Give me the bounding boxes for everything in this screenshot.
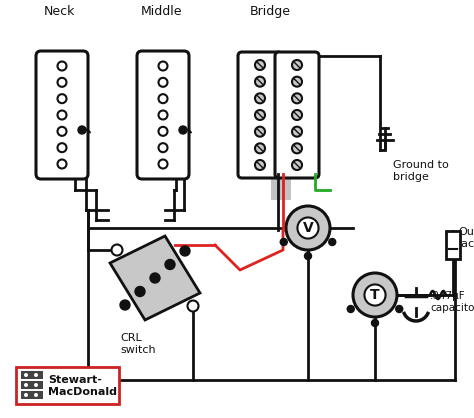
Circle shape <box>304 252 311 260</box>
Polygon shape <box>110 236 200 320</box>
Text: CRL
switch: CRL switch <box>120 333 155 354</box>
Circle shape <box>179 126 187 134</box>
Circle shape <box>120 300 130 310</box>
Circle shape <box>353 273 397 317</box>
Circle shape <box>292 143 302 153</box>
Circle shape <box>255 93 265 103</box>
Circle shape <box>255 160 265 170</box>
Circle shape <box>34 393 38 397</box>
Circle shape <box>292 110 302 120</box>
Text: .047μF
capacitor: .047μF capacitor <box>430 291 474 313</box>
Circle shape <box>57 94 66 103</box>
Circle shape <box>255 127 265 137</box>
Circle shape <box>57 143 66 152</box>
Text: T: T <box>370 288 380 302</box>
Circle shape <box>158 94 167 103</box>
Text: Neck: Neck <box>44 5 75 18</box>
Circle shape <box>255 110 265 120</box>
Text: MacDonald: MacDonald <box>48 387 117 397</box>
Circle shape <box>298 217 319 239</box>
Circle shape <box>57 127 66 136</box>
Circle shape <box>57 160 66 168</box>
FancyBboxPatch shape <box>275 52 319 178</box>
FancyBboxPatch shape <box>137 51 189 179</box>
Circle shape <box>347 306 354 313</box>
Text: Output
jack: Output jack <box>458 227 474 249</box>
Circle shape <box>111 245 122 255</box>
Circle shape <box>34 373 38 377</box>
FancyBboxPatch shape <box>36 51 88 179</box>
Circle shape <box>158 127 167 136</box>
Circle shape <box>57 78 66 87</box>
Circle shape <box>158 78 167 87</box>
Text: Bridge: Bridge <box>250 5 291 18</box>
Circle shape <box>255 60 265 70</box>
Circle shape <box>292 60 302 70</box>
Circle shape <box>57 110 66 120</box>
Circle shape <box>292 160 302 170</box>
Circle shape <box>255 76 265 87</box>
Circle shape <box>34 383 38 387</box>
Bar <box>21 381 43 389</box>
Circle shape <box>180 246 190 256</box>
Circle shape <box>292 76 302 87</box>
Bar <box>446 231 460 259</box>
Circle shape <box>280 239 287 245</box>
Bar <box>21 371 43 379</box>
Circle shape <box>150 273 160 283</box>
Circle shape <box>24 393 28 397</box>
Text: Middle: Middle <box>141 5 182 18</box>
Circle shape <box>255 143 265 153</box>
FancyBboxPatch shape <box>238 52 282 178</box>
Circle shape <box>158 61 167 71</box>
Circle shape <box>292 93 302 103</box>
FancyBboxPatch shape <box>17 367 119 403</box>
Text: V: V <box>302 221 313 235</box>
Circle shape <box>365 284 385 306</box>
Circle shape <box>24 383 28 387</box>
Bar <box>21 391 43 399</box>
Circle shape <box>135 286 145 296</box>
Text: Stewart-: Stewart- <box>48 375 102 385</box>
Circle shape <box>24 373 28 377</box>
Circle shape <box>292 127 302 137</box>
Circle shape <box>158 110 167 120</box>
Circle shape <box>57 61 66 71</box>
Circle shape <box>78 126 86 134</box>
Circle shape <box>158 160 167 168</box>
Bar <box>271 168 291 200</box>
Circle shape <box>372 319 379 326</box>
Circle shape <box>286 206 330 250</box>
Circle shape <box>396 306 403 313</box>
Text: Ground to
bridge: Ground to bridge <box>393 160 449 181</box>
Circle shape <box>329 239 336 245</box>
Circle shape <box>158 143 167 152</box>
Circle shape <box>165 260 175 270</box>
Circle shape <box>188 301 199 311</box>
